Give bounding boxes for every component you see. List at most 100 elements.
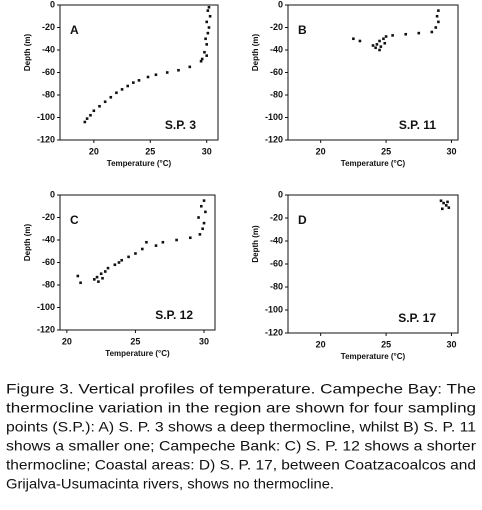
y-tick-label: -60 — [42, 257, 55, 267]
data-point — [113, 263, 117, 267]
data-point — [375, 43, 379, 46]
x-tick-label: 30 — [446, 146, 456, 156]
x-tick-label: 25 — [381, 339, 391, 349]
data-point — [371, 44, 375, 47]
data-point — [404, 32, 407, 36]
caption-line: shows a smaller one; Campeche Bank: C) S… — [6, 438, 476, 454]
data-point — [197, 216, 200, 219]
y-tick-label: -40 — [42, 234, 55, 244]
data-point — [103, 100, 107, 104]
data-point — [204, 37, 207, 41]
data-point — [120, 258, 124, 262]
data-point — [132, 81, 135, 84]
data-point — [92, 109, 96, 113]
y-tick-label: -20 — [270, 22, 283, 32]
y-tick-label: -100 — [37, 302, 55, 312]
panel-letter: A — [70, 23, 79, 37]
data-point — [439, 199, 443, 203]
caption-line: points (S.P.): A) S. P. 3 shows a deep t… — [6, 419, 476, 435]
data-point — [85, 117, 89, 120]
data-point — [437, 20, 440, 24]
y-tick-label: -20 — [270, 212, 283, 222]
data-point — [117, 261, 121, 264]
caption-line: Figure 3. Vertical profiles of temperatu… — [6, 381, 476, 397]
y-tick-label: -60 — [270, 258, 283, 268]
y-tick-label: -40 — [270, 44, 283, 54]
y-tick-label: 0 — [278, 0, 283, 9]
data-point — [417, 31, 421, 35]
x-axis-title: Temperature (°C) — [341, 159, 406, 168]
x-tick-label: 20 — [316, 339, 326, 349]
data-point — [76, 274, 80, 278]
y-tick-label: -80 — [42, 89, 55, 99]
panel-letter: C — [70, 213, 79, 227]
x-tick-label: 30 — [446, 339, 456, 349]
data-point — [127, 255, 130, 259]
data-point — [446, 200, 449, 204]
y-tick-label: -60 — [42, 67, 55, 77]
x-tick-label: 30 — [202, 146, 212, 156]
data-point — [434, 26, 438, 29]
data-point — [205, 43, 209, 46]
data-point — [383, 41, 387, 45]
y-tick-label: -20 — [42, 212, 55, 222]
y-tick-label: -20 — [42, 22, 55, 32]
y-tick-label: -100 — [37, 112, 55, 122]
y-axis-title: Depth (m) — [251, 34, 260, 72]
x-tick-label: 25 — [145, 146, 155, 156]
data-point — [374, 46, 377, 50]
data-point — [154, 73, 158, 77]
data-point — [435, 14, 439, 18]
data-point — [154, 244, 158, 247]
x-tick-label: 30 — [199, 336, 209, 346]
x-tick-label: 20 — [62, 336, 72, 346]
data-point — [137, 79, 141, 82]
data-point — [106, 266, 110, 270]
y-axis-title: Depth (m) — [23, 224, 32, 262]
data-point — [437, 9, 440, 12]
panel-label: S.P. 11 — [399, 118, 436, 132]
data-point — [382, 37, 385, 41]
y-tick-label: -80 — [270, 281, 283, 291]
y-tick-label: 0 — [278, 189, 283, 199]
caption-line: Grijalva-Usumacinta rivers, shows no the… — [6, 476, 334, 492]
y-tick-label: -40 — [270, 235, 283, 245]
data-point — [198, 233, 202, 236]
caption-line: thermocline; Coastal areas: D) S. P. 17,… — [6, 457, 476, 473]
panel-label: S.P. 3 — [165, 118, 196, 132]
data-point — [358, 39, 362, 43]
data-point — [203, 50, 206, 54]
caption-line: thermocline variation in the region are … — [6, 400, 476, 416]
data-point — [202, 221, 206, 225]
panel-letter: B — [298, 23, 307, 37]
data-point — [189, 236, 192, 240]
data-point — [177, 68, 180, 72]
data-point — [134, 252, 137, 255]
data-point — [79, 281, 82, 285]
data-point — [378, 39, 381, 43]
y-axis-title: Depth (m) — [251, 225, 260, 263]
y-tick-label: -120 — [37, 134, 55, 144]
data-point — [202, 199, 206, 202]
data-point — [145, 240, 148, 244]
x-tick-label: 25 — [130, 336, 140, 346]
data-point — [103, 270, 107, 273]
data-point — [109, 95, 113, 99]
x-axis-title: Temperature (°C) — [105, 349, 170, 358]
data-point — [165, 71, 169, 74]
data-point — [442, 201, 445, 205]
y-tick-label: -120 — [265, 134, 283, 144]
data-point — [126, 84, 130, 88]
x-axis-title: Temperature (°C) — [341, 352, 406, 361]
data-point — [99, 272, 103, 276]
y-tick-label: -80 — [42, 279, 55, 289]
data-point — [83, 120, 87, 124]
data-point — [378, 48, 381, 52]
data-point — [188, 65, 192, 69]
data-point — [207, 26, 211, 29]
data-point — [201, 227, 204, 231]
data-point — [199, 204, 203, 208]
x-axis-title: Temperature (°C) — [107, 159, 172, 168]
data-point — [205, 20, 209, 24]
